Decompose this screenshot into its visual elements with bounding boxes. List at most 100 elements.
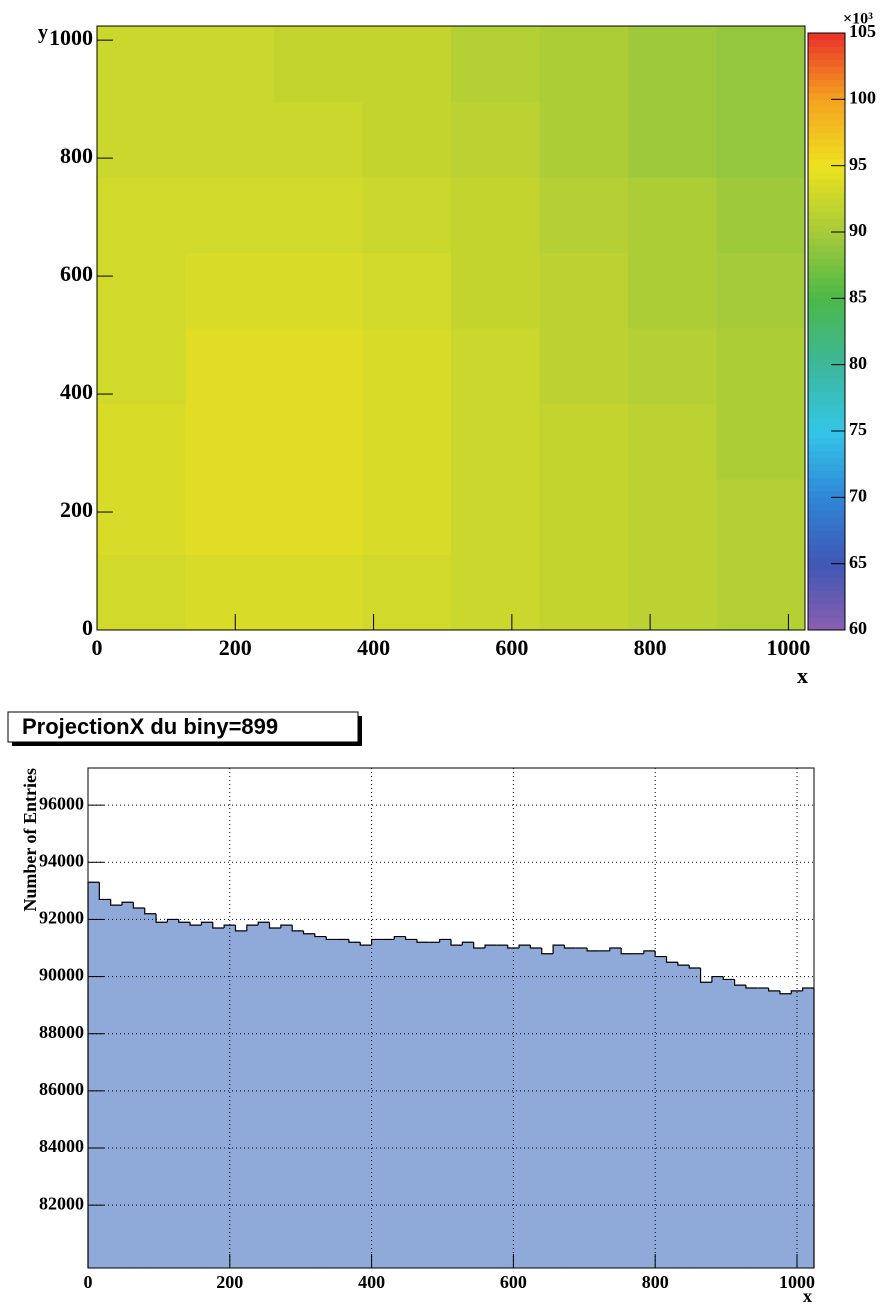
heat-cell (97, 479, 186, 555)
colorbar-segment (808, 470, 845, 478)
colorbar-segment (808, 364, 845, 372)
colorbar-segment (808, 543, 845, 551)
heat-cell (274, 328, 363, 404)
hist-step (699, 968, 712, 983)
hist-bar (178, 922, 191, 1268)
colorbar-segment (808, 46, 845, 54)
hist-step (439, 938, 451, 943)
hist-step (166, 918, 179, 923)
heat-cell (274, 403, 363, 480)
hist-step (291, 925, 304, 932)
hist-step (178, 919, 191, 923)
y-tick-label: 0 (82, 615, 93, 640)
hist-bar (110, 905, 123, 1268)
hist-bar (156, 922, 168, 1268)
hist-step (768, 988, 780, 992)
colorbar-segment (808, 424, 845, 432)
heat-cell (362, 403, 452, 480)
colorbar-segment (808, 324, 845, 332)
y-tick-label: 800 (60, 143, 93, 168)
heat-cell (628, 554, 717, 631)
heat-cell (97, 101, 186, 178)
colorbar-segment (808, 232, 845, 240)
colorbar-segment (808, 464, 845, 472)
heat-cell (451, 479, 540, 555)
heat-cell (274, 26, 363, 102)
hist-step (212, 922, 225, 929)
hist-bar (745, 988, 758, 1268)
colorbar-segment (808, 404, 845, 412)
heat-cell (716, 554, 806, 631)
colorbar-segment (808, 79, 845, 87)
hist-bar (292, 930, 304, 1268)
colorbar-segment (808, 125, 845, 133)
z-tick-label: 70 (849, 485, 867, 505)
hist-bar (496, 945, 509, 1268)
colorbar-segment (808, 490, 845, 498)
hist-bar (246, 925, 259, 1268)
hist-bar (587, 950, 599, 1268)
colorbar-segment (808, 616, 845, 624)
hist-step (802, 987, 814, 991)
hist-step (359, 942, 372, 946)
y-tick-label: 90000 (39, 965, 84, 985)
hist-bar (416, 942, 429, 1268)
hist-step (257, 921, 270, 926)
z-tick-label: 105 (849, 21, 876, 41)
heat-cell (451, 252, 540, 329)
hist-step (348, 939, 361, 943)
z-tick-label: 80 (849, 353, 867, 373)
hist-step (643, 950, 656, 954)
y-tick-label: 84000 (39, 1136, 84, 1156)
heat-cell (451, 328, 540, 404)
heat-cell (274, 177, 363, 253)
y-tick-label: 82000 (39, 1193, 84, 1213)
colorbar-segment (808, 86, 845, 94)
colorbar-segment (808, 311, 845, 319)
hist-step (563, 945, 576, 949)
colorbar-segment (808, 550, 845, 558)
colorbar-segment (808, 457, 845, 465)
heat-cell (185, 26, 275, 102)
x-tick-label: 1000 (766, 635, 810, 660)
colorbar-segment (808, 218, 845, 226)
colorbar-segment (808, 563, 845, 571)
hist-bar (360, 945, 372, 1268)
hist-bar (451, 945, 463, 1268)
heat-cell (274, 252, 363, 329)
y-axis-label: Number of Entries (20, 768, 40, 912)
heat-cell (274, 554, 363, 631)
heat-cell (185, 177, 275, 253)
z-multiplier: ×10³ (843, 11, 873, 28)
hist-bar (553, 945, 565, 1268)
hist-step (280, 924, 293, 928)
hist-step (144, 908, 157, 915)
heat-cell (362, 328, 452, 404)
colorbar-segment (808, 523, 845, 531)
hist-step (541, 948, 554, 955)
hist-bar (88, 882, 100, 1268)
colorbar-frame (807, 32, 846, 631)
hist-step (314, 933, 327, 938)
hist-bar (541, 953, 554, 1268)
colorbar-segment (808, 603, 845, 611)
colorbar-segment (808, 530, 845, 538)
y-tick-label: 200 (60, 497, 93, 522)
x-tick-label: 200 (216, 1272, 243, 1292)
y-tick-label: 88000 (39, 1022, 84, 1042)
hist-bar (428, 942, 440, 1268)
x-tick-label: 600 (500, 1272, 527, 1292)
hist-bar (711, 976, 724, 1268)
heat-cell (539, 554, 629, 631)
heat-cell (716, 177, 806, 253)
hist-bar (632, 953, 645, 1268)
heat-cell (628, 177, 717, 253)
colorbar-segment (808, 238, 845, 246)
colorbar-segment (808, 66, 845, 74)
colorbar-segment (808, 583, 845, 591)
x-tick-label: 0 (84, 1272, 93, 1292)
heat-cell (97, 403, 186, 480)
colorbar-segment (808, 384, 845, 392)
y-tick-label: 92000 (39, 908, 84, 928)
